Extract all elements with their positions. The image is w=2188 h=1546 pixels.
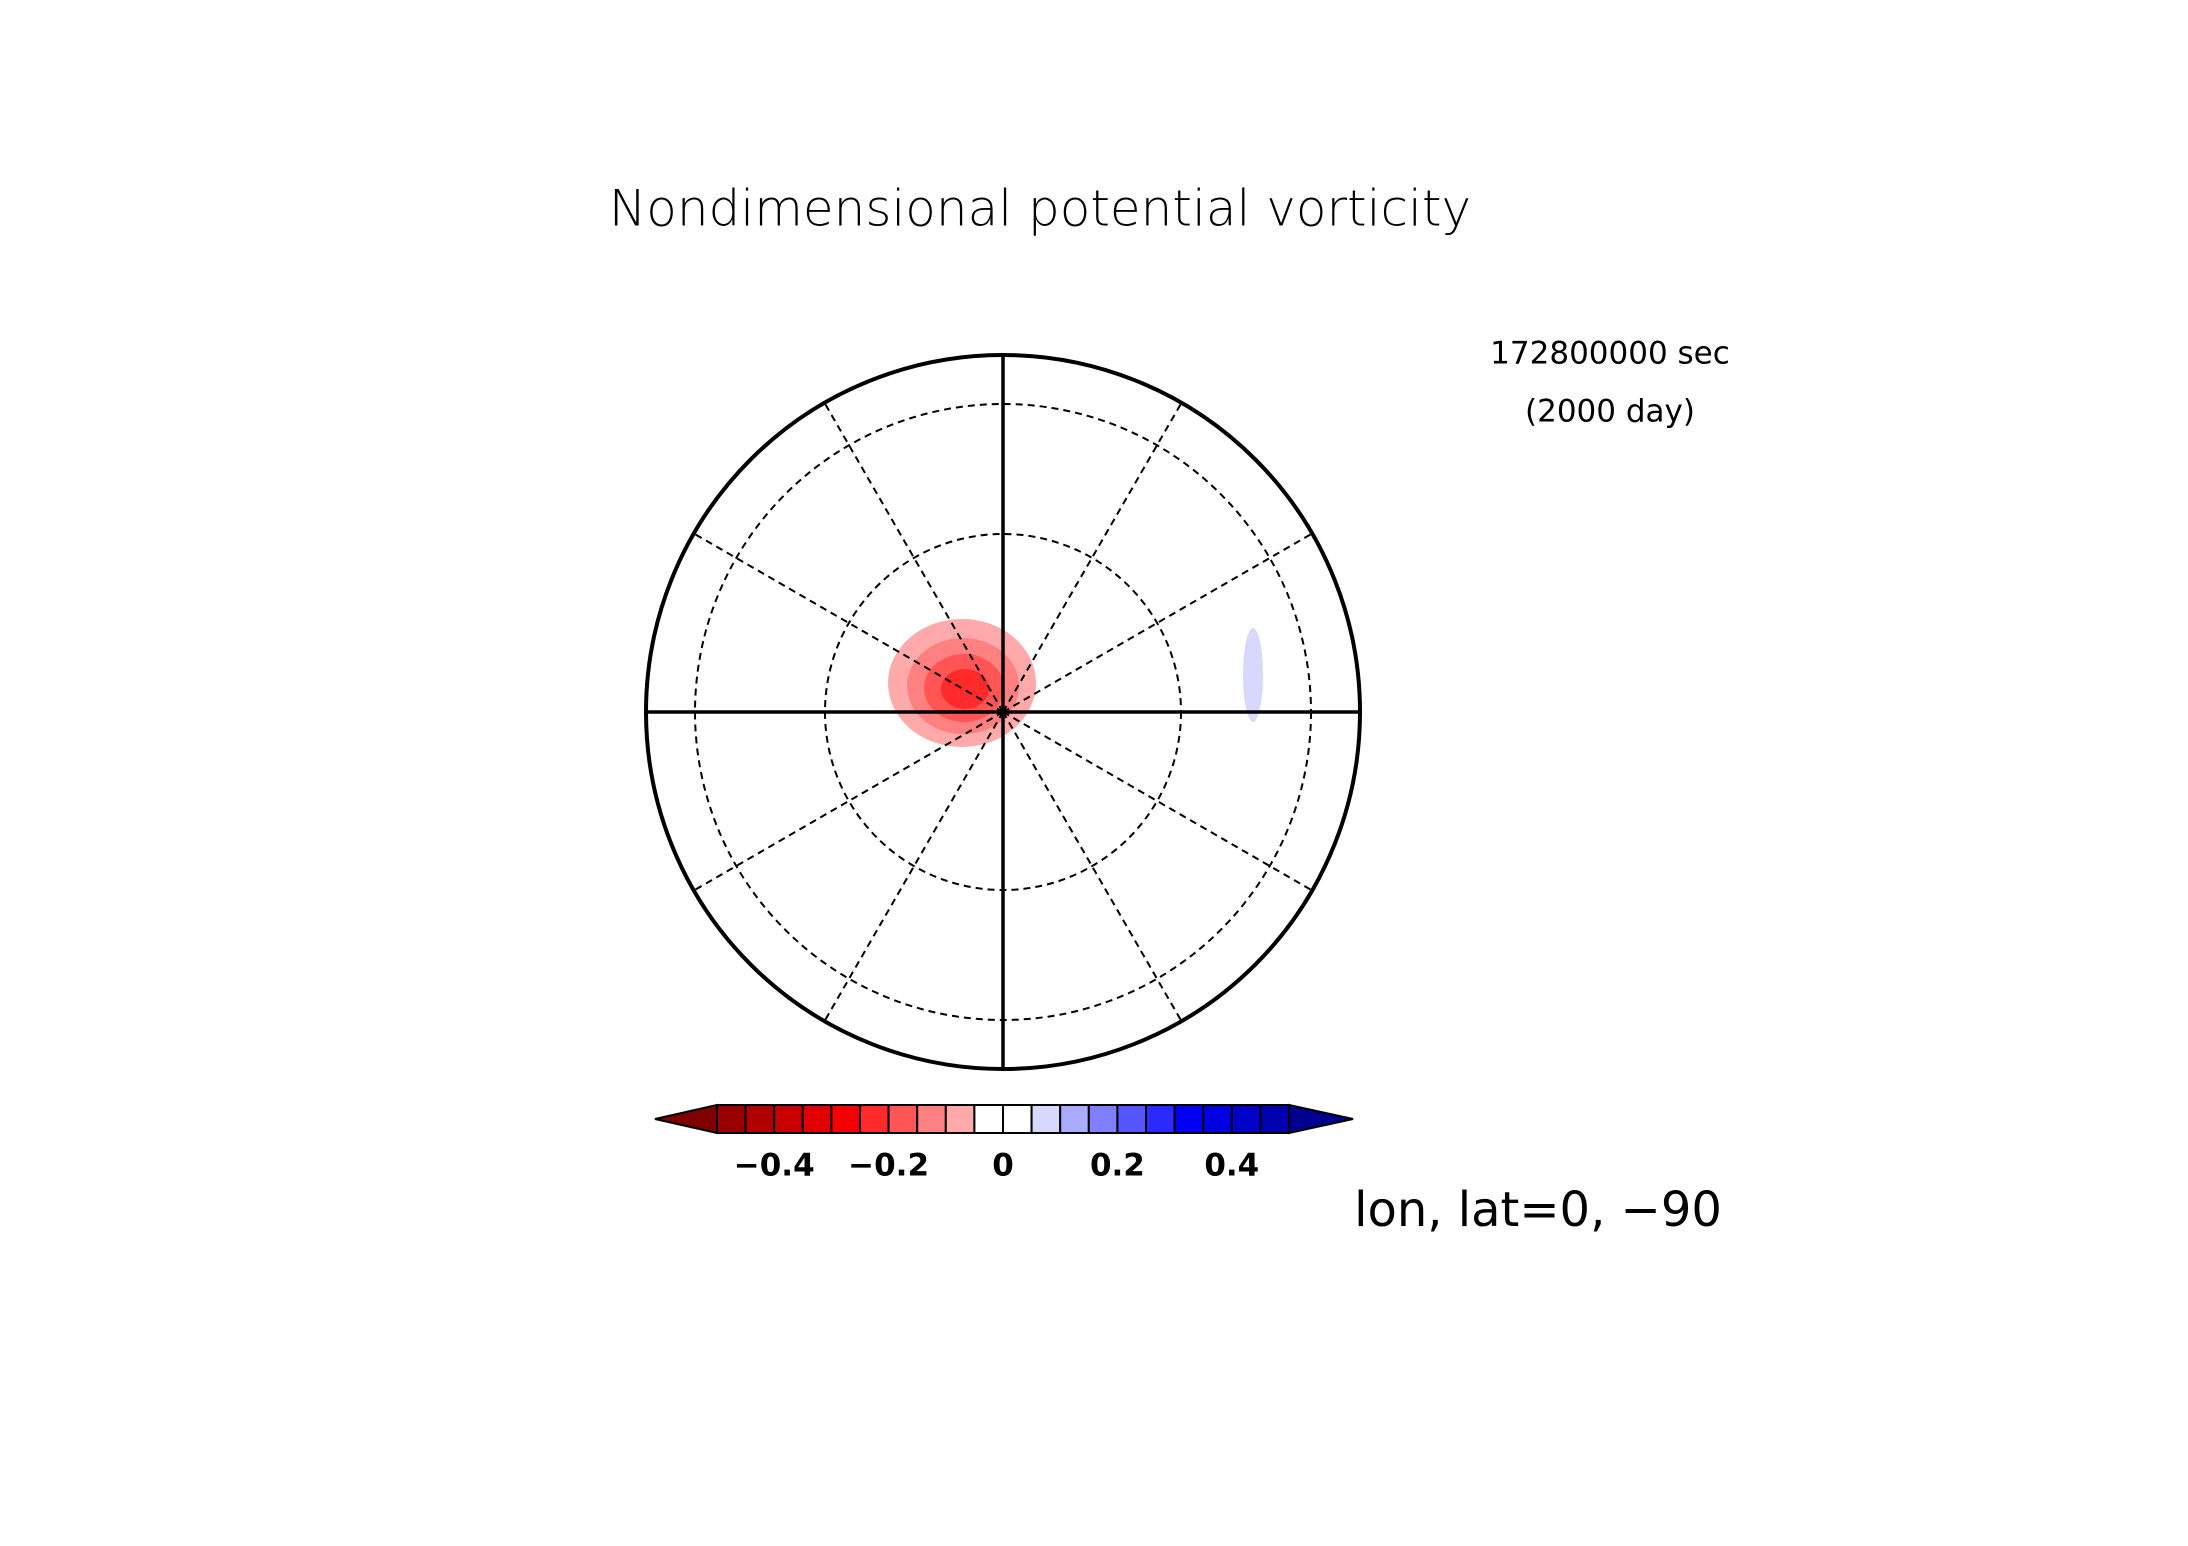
colorbar-box <box>1259 1104 1291 1134</box>
colorbar-tick-label: −0.2 <box>848 1148 929 1184</box>
colorbar-box <box>1173 1104 1205 1134</box>
colorbar-box <box>1116 1104 1148 1134</box>
meridian <box>1002 402 1183 713</box>
colorbar-tick-label: 0 <box>992 1148 1014 1184</box>
chart-title: Nondimensional potential vorticity <box>609 180 1471 238</box>
contour-region <box>1243 628 1263 722</box>
contour-region <box>941 669 989 709</box>
colorbar-box <box>1230 1104 1262 1134</box>
meridian <box>693 711 1004 892</box>
colorbar-box <box>973 1104 1005 1134</box>
colorbar-box <box>944 1104 976 1134</box>
colorbar-box <box>744 1104 776 1134</box>
colorbar-box <box>887 1104 919 1134</box>
colorbar-box <box>859 1104 890 1134</box>
x-axis-label: lon, lat=0, −90 <box>1354 1182 1722 1238</box>
colorbar-box <box>773 1104 804 1134</box>
colorbar-box <box>1087 1104 1119 1134</box>
colorbar-box <box>1059 1104 1090 1134</box>
polar-map <box>644 353 1362 1071</box>
colorbar-box <box>1145 1104 1176 1134</box>
colorbar: −0.4 −0.2 0 0.2 0.4 <box>654 1103 1354 1184</box>
colorbar-tick-label: 0.4 <box>1204 1148 1259 1184</box>
annotation: (2000 day) <box>1525 394 1695 430</box>
colorbar-box <box>1030 1104 1062 1134</box>
meridian <box>1002 711 1313 892</box>
colorbar-box <box>716 1104 747 1134</box>
annotation: 172800000 sec <box>1490 336 1730 372</box>
colorbar-box <box>801 1104 833 1134</box>
colorbar-box <box>1202 1104 1233 1134</box>
colorbar-extension <box>1288 1103 1354 1135</box>
colorbar-tick-label: −0.4 <box>734 1148 815 1184</box>
colorbar-box <box>916 1104 947 1134</box>
colorbar-box <box>1002 1104 1033 1134</box>
colorbar-tick-label: 0.2 <box>1090 1148 1145 1184</box>
colorbar-extension <box>654 1103 718 1135</box>
map-boundary <box>644 353 1362 1071</box>
colorbar-box <box>830 1104 862 1134</box>
